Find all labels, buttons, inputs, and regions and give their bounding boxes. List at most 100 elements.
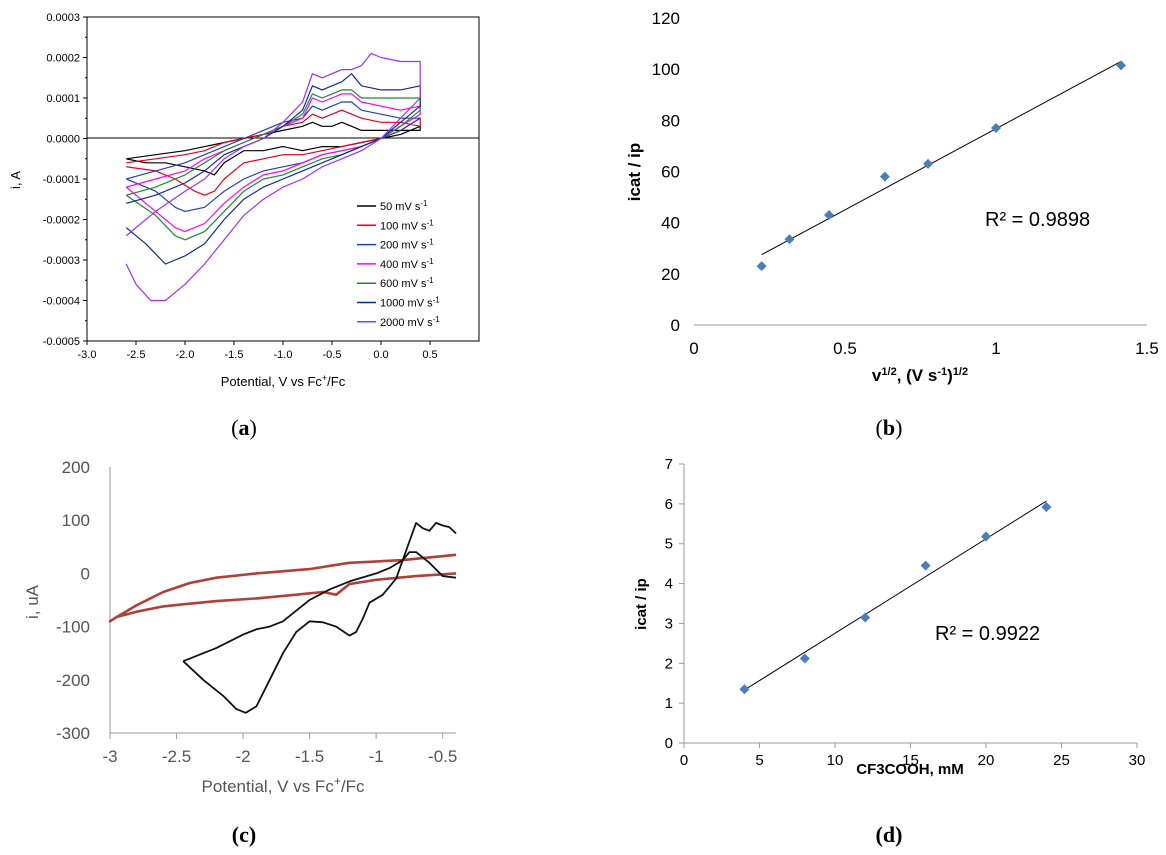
chart-b-y-tick-label: 60 [661,163,680,182]
chart-c-series-line [182,522,457,714]
chart-a-legend-label: 400 mV s-1 [380,256,434,271]
chart-a-x-ticks: -3.0 -2.5 -2.0 -1.5 -1.0 -0.5 0.0 0.5 [78,341,438,361]
chart-a-series-line [125,89,421,241]
chart-d-x-ticks: 0 5 10 15 20 25 30 [680,743,1146,769]
chart-b-y-label: icat / ip [625,143,644,202]
chart-b-trendline [761,61,1122,256]
chart-b-points [756,60,1127,272]
chart-a-y-tick-label: -0.0005 [43,336,80,348]
chart-d-x-tick-label: 15 [902,752,919,769]
chart-b-y-tick-label: 100 [652,60,680,79]
chart-a-y-tick-label: 0.0000 [46,134,80,146]
chart-a-y-tick-label: -0.0002 [43,215,80,227]
chart-d-y-tick-label: 4 [665,576,673,593]
chart-d-x-tick-label: 10 [827,752,844,769]
chart-d-point [799,653,810,664]
chart-a-legend-label: 2000 mV s-1 [380,314,440,329]
chart-b-y-tick-label: 80 [661,111,680,130]
chart-b: 0 0.5 1 1.5 0 20 40 60 80 100 120 R² = 0.9898 ica… [625,9,1159,385]
chart-a-series-line [125,52,421,302]
chart-c-x-tick-label: -2 [236,747,251,766]
chart-b-x-label: v1/2, (V s-1)1/2 [872,366,968,385]
caption-b: (b) [876,415,903,440]
chart-c-x-tick-label: -0.5 [428,747,457,766]
chart-d-point [1041,502,1052,513]
chart-a-series-line [126,109,421,196]
chart-a-x-tick-label: -0.5 [323,349,342,361]
chart-b-point [756,261,767,272]
chart-c-y-tick-label: -100 [56,618,90,637]
chart-d-y-tick-label: 5 [665,536,673,553]
chart-a-legend-label: 200 mV s-1 [380,237,434,252]
chart-a-x-tick-label: -1.0 [274,349,293,361]
chart-b-point [823,209,834,220]
chart-d-y-tick-label: 2 [665,655,673,672]
chart-b-point [923,158,934,169]
chart-d-x-tick-label: 20 [978,752,995,769]
chart-b-point [991,123,1001,134]
chart-a-x-tick-label: 0.5 [422,349,437,361]
chart-b-y-tick-label: 0 [671,316,680,335]
chart-c-y-label: i, uA [23,584,42,619]
chart-c-series [108,522,457,714]
chart-b-x-tick-label: 0 [689,339,698,358]
chart-a-x-tick-label: -2.5 [127,349,146,361]
chart-a-x-tick-label: -2.0 [176,349,195,361]
chart-c-x-tick-label: -1 [369,747,384,766]
chart-a-legend: 50 mV s-1 100 mV s-1 200 mV s-1 400 mV s-1 6… [357,199,440,329]
chart-a-y-tick-label: 0.0003 [46,12,80,24]
chart-d-y-label: icat / ip [633,578,650,630]
chart-d-r2-label: R² = 0.9922 [935,623,1040,645]
chart-b-y-tick-label: 20 [661,265,680,284]
caption-d: (d) [876,822,903,847]
chart-d-x-label: CF3COOH, mM [856,761,964,778]
chart-d-x-tick-label: 25 [1053,752,1070,769]
chart-a-y-label: i, A [8,171,23,189]
chart-b-x-tick-label: 1.5 [1135,339,1159,358]
chart-c-x-ticks: -3 -2.5 -2 -1.5 -1 -0.5 [102,732,457,766]
chart-c-y-tick-label: 200 [62,458,90,477]
chart-a-legend-label: 50 mV s-1 [380,199,428,214]
chart-d-x-tick-label: 30 [1129,752,1146,769]
chart-a-series [125,52,421,302]
chart-d-trendline [744,500,1047,691]
chart-c-y-tick-label: -200 [56,671,90,690]
chart-d-y-tick-label: 7 [665,456,673,473]
chart-d-x-tick-label: 0 [680,752,688,769]
chart-a-y-tick-label: -0.0001 [43,174,80,186]
chart-a-series-line [125,93,421,233]
chart-b-x-tick-label: 1 [991,339,1000,358]
chart-a: -3.0 -2.5 -2.0 -1.5 -1.0 -0.5 0.0 0.5 -0.0005 -0… [8,12,480,389]
chart-d-x-tick-label: 5 [755,752,763,769]
chart-a-legend-label: 600 mV s-1 [380,276,434,291]
chart-d-y-tick-label: 3 [665,615,673,632]
chart-a-x-label: Potential, V vs Fc+/Fc [221,373,346,389]
chart-d-points [739,502,1052,695]
chart-d-point [860,612,871,623]
chart-a-y-tick-label: 0.0002 [46,53,80,65]
chart-c-y-tick-label: -300 [56,724,90,743]
chart-b-y-tick-label: 120 [652,9,680,28]
chart-a-y-tick-label: 0.0001 [46,93,80,105]
chart-a-y-ticks: -0.0005 -0.0004 -0.0003 -0.0002 -0.0001 0.000… [43,12,87,348]
chart-b-x-ticks: 0 0.5 1 1.5 [689,339,1159,358]
chart-a-y-tick-label: -0.0003 [43,255,80,267]
chart-d-point [981,531,991,542]
chart-c-x-tick-label: -1.5 [295,747,324,766]
chart-c-x-tick-label: -2.5 [162,747,191,766]
chart-d-y-ticks: 0 1 2 3 4 5 6 7 [665,456,684,752]
chart-c-series-line [182,551,457,663]
chart-a-x-tick-label: 0.0 [373,349,388,361]
chart-a-x-tick-label: -3.0 [78,349,97,361]
chart-c-y-ticks: -300 -200 -100 0 100 200 [56,458,90,743]
chart-b-r2-label: R² = 0.9898 [985,209,1090,231]
chart-b-y-tick-label: 40 [661,214,680,233]
chart-a-legend-label: 100 mV s-1 [380,218,434,233]
chart-d-y-tick-label: 0 [665,735,673,752]
chart-c: -3 -2.5 -2 -1.5 -1 -0.5 -300 -200 -100 0 100 200 i… [23,458,457,796]
chart-a-x-tick-label: -1.5 [225,349,244,361]
caption-c: (c) [232,822,256,847]
chart-c-series-line [108,553,457,623]
chart-b-point [1116,60,1127,71]
